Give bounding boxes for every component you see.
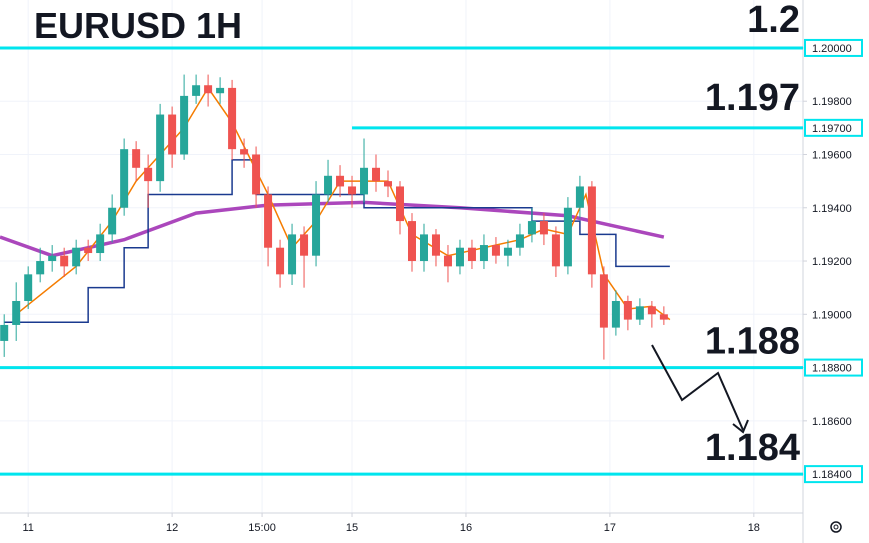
level-tag-box <box>804 38 863 57</box>
y-tick-label: 1.19800 <box>812 96 852 108</box>
candle-body <box>503 247 512 256</box>
gear[interactable] <box>830 521 842 533</box>
candle-body <box>563 207 572 267</box>
candle-body <box>96 234 105 254</box>
level-label: 1.2 <box>747 0 800 41</box>
candle-body <box>276 247 285 275</box>
x-tick-label: 15 <box>346 522 358 534</box>
candle-body <box>467 247 476 262</box>
candle-body <box>479 245 488 262</box>
level-tag-box <box>804 118 863 137</box>
candle-body <box>419 234 428 262</box>
candle-body <box>431 234 440 256</box>
candle-body <box>204 85 213 94</box>
level-tag: 1.18400 <box>812 469 852 481</box>
overlay: 1.18400 1.18600 1.18800 1.19000 1.19200 1.194… <box>0 0 863 534</box>
x-tick-label: 17 <box>604 522 616 534</box>
candle-body <box>575 186 584 208</box>
candle-body <box>252 154 261 195</box>
level-tag: 1.18800 <box>812 363 852 375</box>
candle-body <box>515 234 524 248</box>
level-label: 1.184 <box>705 427 800 469</box>
candle-body <box>599 274 608 328</box>
level-label: 1.188 <box>705 321 800 363</box>
candle-body <box>551 234 560 267</box>
candle-body <box>24 274 33 301</box>
gear-center[interactable] <box>833 524 839 530</box>
candle-body <box>216 87 225 94</box>
x-tick-label: 16 <box>460 522 472 534</box>
settings-icon[interactable] <box>830 521 842 533</box>
candle-body <box>407 221 416 262</box>
level-tag: 1.19700 <box>812 123 852 135</box>
candle-body <box>659 314 668 320</box>
candle-body <box>0 324 9 341</box>
candle-body <box>443 255 452 267</box>
candle-body <box>455 247 464 267</box>
y-tick-label: 1.19400 <box>812 203 852 215</box>
arrow-head <box>732 419 749 434</box>
candle-body <box>539 221 548 235</box>
level-tag-box <box>804 358 863 377</box>
candle-body <box>288 234 297 275</box>
candle-body <box>527 221 536 235</box>
x-tick-label: 11 <box>22 522 33 534</box>
y-tick-label: 1.19000 <box>812 309 852 321</box>
candle-body <box>240 149 249 155</box>
level-tag-box <box>804 465 863 484</box>
x-tick-label: 18 <box>748 522 760 534</box>
candle-body <box>372 167 381 182</box>
candle-body <box>336 175 345 187</box>
level-tag: 1.20000 <box>812 43 852 55</box>
y-tick-label: 1.19200 <box>812 256 852 268</box>
x-tick-label: 15:00 <box>248 522 276 534</box>
candle-body <box>312 194 321 256</box>
y-tick-label: 1.18600 <box>812 416 852 428</box>
candle-body <box>108 207 117 235</box>
candle-body <box>635 306 644 320</box>
candle-body <box>228 87 237 150</box>
candle-body <box>396 186 405 222</box>
candle-body <box>12 300 21 325</box>
candle-body <box>348 186 357 195</box>
candle-body <box>144 167 153 182</box>
x-tick-label: 12 <box>166 522 178 534</box>
candle-body <box>360 167 369 195</box>
level-label: 1.197 <box>705 77 800 119</box>
chart-title: EURUSD 1H <box>34 5 242 46</box>
candle-body <box>623 300 632 320</box>
candle-body <box>264 194 273 248</box>
candle-body <box>611 300 620 328</box>
candle-body <box>300 234 309 256</box>
candle-body <box>587 186 596 275</box>
projection-arrow <box>651 344 744 431</box>
candle-body <box>36 261 45 275</box>
candle-body <box>120 149 129 208</box>
candle-body <box>168 114 177 155</box>
plot <box>0 74 671 360</box>
candle-body <box>132 149 141 168</box>
candle-body <box>324 175 333 195</box>
candle-body <box>192 85 201 96</box>
y-tick-label: 1.19600 <box>812 149 852 161</box>
candle-body <box>180 95 189 155</box>
candle-body <box>84 247 93 254</box>
candle-body <box>60 255 69 267</box>
candle-body <box>491 245 500 256</box>
candle-body <box>48 255 57 262</box>
candle-body <box>384 181 393 187</box>
candle-body <box>647 306 656 315</box>
candle-body <box>72 247 81 267</box>
candle-body <box>156 114 165 182</box>
